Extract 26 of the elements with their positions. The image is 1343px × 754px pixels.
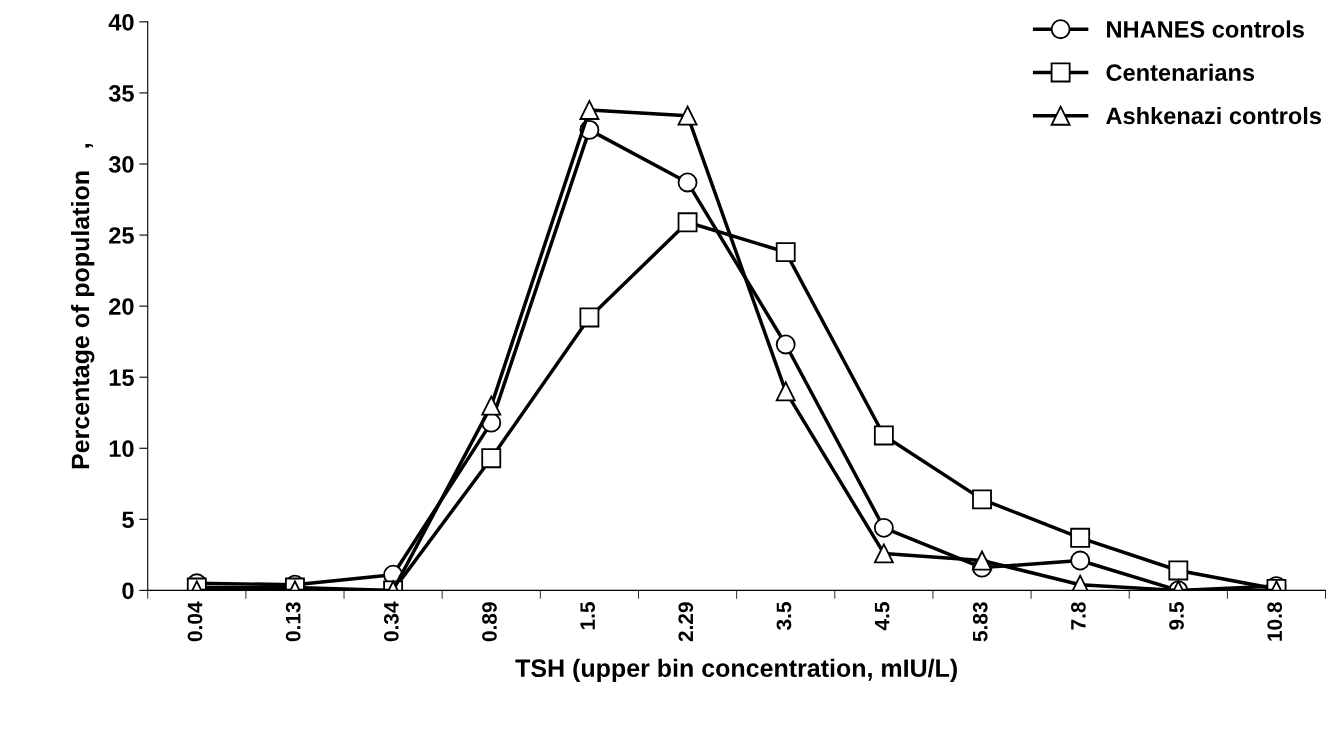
x-axis-title: TSH (upper bin concentration, mIU/L) bbox=[515, 658, 957, 683]
y-tick-label: 30 bbox=[108, 156, 134, 173]
x-tick-label: 7.8 bbox=[1071, 602, 1086, 630]
x-tick-label: 9.5 bbox=[1169, 602, 1184, 630]
x-tick-label: 5.83 bbox=[972, 602, 988, 642]
legend-label: Ashkenazi controls bbox=[1106, 106, 1322, 125]
x-tick-label: 0.89 bbox=[482, 602, 497, 642]
x-tick-label: 10.8 bbox=[1267, 602, 1283, 641]
x-tick-label: 0.13 bbox=[285, 602, 301, 642]
y-tick-label: 20 bbox=[109, 298, 134, 315]
x-tick-label: 3.5 bbox=[776, 602, 792, 630]
y-tick-label: 5 bbox=[122, 511, 134, 529]
x-tick-label: 0.34 bbox=[383, 601, 399, 642]
x-tick-label: 2.29 bbox=[678, 602, 694, 642]
y-tick-label: 40 bbox=[108, 13, 134, 31]
y-tick-label: 15 bbox=[109, 369, 134, 386]
y-tick-label: 35 bbox=[108, 85, 134, 102]
y-tick-label: 0 bbox=[122, 582, 134, 600]
y-tick-label: 10 bbox=[109, 440, 134, 458]
legend-label: NHANES controls bbox=[1107, 20, 1304, 38]
y-axis-title: Percentage of population , bbox=[70, 143, 95, 469]
y-tick-label: 25 bbox=[109, 227, 134, 244]
legend-label: Centenarians bbox=[1106, 63, 1255, 81]
x-tick-label: 4.5 bbox=[874, 602, 890, 631]
x-tick-label: 1.5 bbox=[580, 602, 595, 630]
x-tick-label: 0.04 bbox=[187, 601, 203, 642]
